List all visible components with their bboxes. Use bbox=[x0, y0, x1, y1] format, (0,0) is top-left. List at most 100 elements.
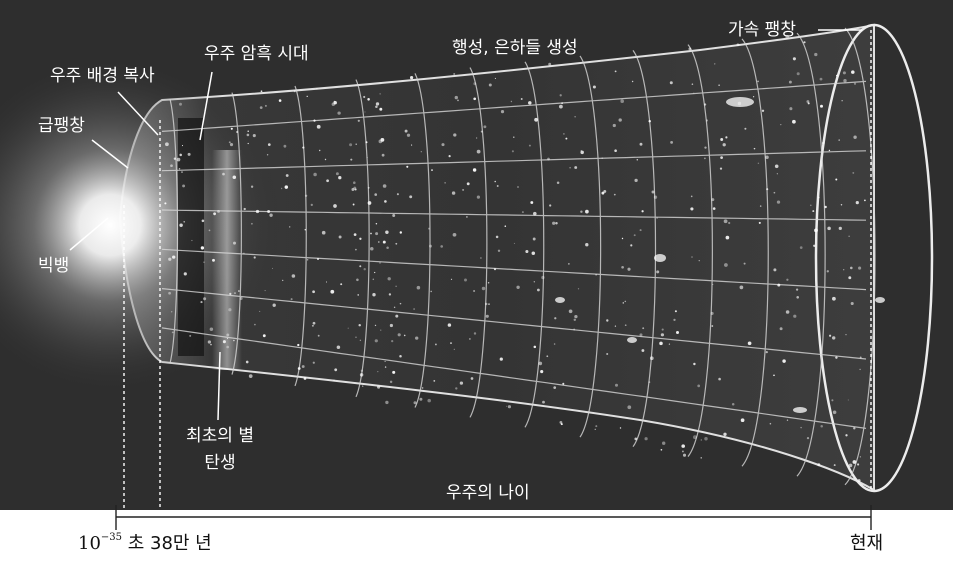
star bbox=[792, 57, 796, 61]
star bbox=[850, 266, 853, 270]
star bbox=[507, 405, 511, 409]
star bbox=[176, 157, 181, 162]
star bbox=[207, 340, 212, 344]
star bbox=[440, 245, 444, 248]
star bbox=[419, 397, 423, 401]
star bbox=[821, 141, 825, 145]
star bbox=[788, 80, 792, 84]
star bbox=[357, 294, 360, 296]
star bbox=[580, 150, 584, 155]
star bbox=[304, 228, 307, 231]
star bbox=[260, 90, 263, 93]
star bbox=[226, 333, 230, 337]
star bbox=[744, 127, 747, 130]
star bbox=[619, 427, 622, 429]
star bbox=[819, 77, 823, 81]
star bbox=[845, 434, 848, 437]
star bbox=[431, 169, 433, 172]
star bbox=[533, 345, 537, 349]
star bbox=[814, 52, 818, 57]
star bbox=[541, 275, 545, 280]
star bbox=[173, 157, 177, 160]
star bbox=[833, 464, 836, 467]
star bbox=[179, 223, 183, 227]
star bbox=[385, 230, 389, 235]
grid-ring bbox=[687, 44, 713, 457]
star bbox=[354, 188, 357, 191]
star bbox=[374, 339, 378, 343]
galaxy bbox=[793, 407, 807, 413]
star bbox=[776, 200, 781, 204]
star bbox=[380, 329, 382, 331]
star bbox=[691, 256, 693, 258]
star bbox=[473, 82, 477, 86]
grid-line bbox=[161, 209, 867, 221]
star bbox=[814, 228, 818, 233]
star bbox=[453, 348, 455, 350]
star bbox=[810, 204, 812, 207]
star bbox=[462, 188, 465, 191]
star bbox=[386, 246, 389, 250]
star bbox=[480, 130, 483, 133]
label-inflation: 급팽창 bbox=[38, 116, 85, 136]
star bbox=[718, 84, 720, 86]
star bbox=[472, 168, 477, 172]
grid-ring bbox=[796, 32, 826, 477]
grid-line bbox=[161, 327, 867, 429]
star bbox=[375, 232, 379, 236]
star bbox=[201, 219, 205, 223]
star bbox=[496, 185, 499, 187]
star bbox=[306, 95, 308, 98]
star bbox=[358, 323, 361, 327]
label-time-cmb: 38만 년 bbox=[150, 533, 212, 554]
star bbox=[759, 205, 762, 207]
annotation-leaders bbox=[69, 29, 862, 421]
star bbox=[720, 156, 723, 159]
star bbox=[803, 41, 806, 44]
star bbox=[595, 425, 598, 428]
grid-ring bbox=[355, 79, 370, 398]
star bbox=[620, 99, 624, 103]
star bbox=[660, 448, 663, 451]
star bbox=[651, 190, 655, 194]
star bbox=[552, 221, 556, 225]
star bbox=[365, 141, 368, 144]
star bbox=[614, 149, 617, 152]
star bbox=[561, 102, 563, 105]
grid-line bbox=[161, 150, 867, 172]
label-dark-ages: 우주 암흑 시대 bbox=[204, 44, 309, 64]
star bbox=[562, 382, 565, 385]
star bbox=[310, 203, 313, 207]
star bbox=[720, 138, 724, 141]
star bbox=[517, 186, 519, 188]
time-unit: 초 bbox=[127, 533, 145, 554]
star bbox=[303, 377, 307, 380]
present-day-rim bbox=[814, 23, 934, 493]
star bbox=[416, 285, 421, 290]
star bbox=[546, 355, 549, 358]
star bbox=[554, 317, 557, 320]
star bbox=[370, 246, 374, 251]
star bbox=[293, 90, 296, 93]
star bbox=[331, 102, 335, 106]
grid-line bbox=[161, 248, 867, 291]
star bbox=[688, 47, 692, 51]
label-cmb: 우주 배경 복사 bbox=[50, 66, 155, 86]
star bbox=[473, 332, 477, 335]
star bbox=[355, 143, 357, 146]
star bbox=[835, 178, 838, 181]
label-first-stars-line2: 탄생 bbox=[204, 453, 236, 473]
star bbox=[832, 336, 836, 340]
star bbox=[540, 370, 544, 374]
star bbox=[542, 400, 545, 404]
star bbox=[333, 100, 336, 103]
star bbox=[291, 274, 296, 278]
star bbox=[324, 158, 327, 161]
star bbox=[785, 34, 790, 39]
star bbox=[786, 419, 789, 421]
star bbox=[189, 334, 192, 337]
star bbox=[182, 184, 186, 188]
star bbox=[520, 98, 523, 100]
star bbox=[395, 285, 397, 287]
star bbox=[559, 421, 563, 424]
